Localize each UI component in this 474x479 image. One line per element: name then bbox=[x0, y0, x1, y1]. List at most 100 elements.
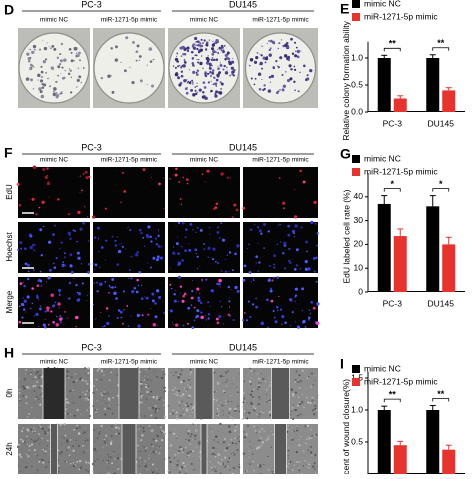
colony bbox=[176, 55, 178, 57]
image-dot bbox=[222, 382, 224, 384]
image-dot bbox=[215, 260, 217, 263]
image-dot bbox=[253, 409, 256, 412]
image-dot bbox=[172, 432, 176, 436]
image-dot bbox=[242, 430, 245, 433]
image-dot bbox=[24, 373, 26, 375]
image-dot bbox=[72, 462, 75, 464]
image-dot bbox=[304, 459, 306, 462]
image-dot bbox=[162, 177, 164, 179]
image-dot bbox=[153, 370, 156, 372]
image-dot bbox=[209, 306, 211, 308]
image-dot bbox=[79, 395, 82, 399]
image-dot bbox=[69, 390, 72, 393]
image-dot bbox=[87, 409, 89, 411]
image-dot bbox=[185, 408, 188, 411]
image-dot bbox=[102, 392, 106, 396]
image-dot bbox=[29, 245, 33, 250]
image-dot bbox=[33, 449, 36, 452]
fluorescence-image bbox=[18, 167, 90, 218]
image-dot bbox=[205, 319, 207, 321]
image-dot bbox=[94, 263, 98, 267]
image-dot bbox=[242, 428, 244, 430]
image-dot bbox=[284, 267, 287, 270]
colony bbox=[29, 67, 33, 71]
error-bar bbox=[445, 87, 452, 91]
image-dot bbox=[140, 414, 142, 416]
image-dot bbox=[114, 239, 117, 242]
image-dot bbox=[28, 462, 30, 464]
image-dot bbox=[69, 462, 72, 465]
image-dot bbox=[224, 456, 227, 459]
image-dot bbox=[32, 269, 35, 271]
image-dot bbox=[174, 387, 176, 389]
colony bbox=[218, 91, 223, 95]
legend-swatch bbox=[352, 168, 360, 176]
image-dot bbox=[260, 444, 263, 447]
image-dot bbox=[177, 459, 180, 462]
image-dot bbox=[298, 444, 301, 447]
image-dot bbox=[35, 396, 38, 399]
image-dot bbox=[155, 439, 158, 442]
colony bbox=[209, 70, 212, 74]
colony bbox=[208, 58, 211, 61]
colony bbox=[176, 52, 179, 55]
image-dot bbox=[106, 461, 109, 464]
image-dot bbox=[191, 326, 195, 330]
image-dot bbox=[177, 450, 180, 453]
image-dot bbox=[130, 315, 132, 317]
image-dot bbox=[173, 293, 176, 296]
legend-label: mimic NC bbox=[364, 0, 401, 8]
image-dot bbox=[72, 402, 75, 405]
colony bbox=[286, 78, 291, 83]
image-dot bbox=[67, 401, 70, 404]
image-dot bbox=[236, 437, 239, 440]
image-dot bbox=[314, 407, 317, 410]
colony bbox=[206, 59, 210, 63]
image-dot bbox=[155, 258, 159, 262]
image-dot bbox=[219, 286, 221, 288]
image-dot bbox=[32, 378, 34, 380]
image-dot bbox=[217, 461, 220, 464]
image-dot bbox=[190, 304, 193, 306]
image-dot bbox=[227, 313, 230, 316]
colony bbox=[192, 70, 196, 74]
image-dot bbox=[36, 380, 39, 383]
image-dot bbox=[95, 378, 98, 381]
colony bbox=[263, 84, 266, 87]
image-dot bbox=[233, 429, 236, 432]
image-dot bbox=[66, 442, 68, 444]
image-dot bbox=[213, 208, 216, 211]
image-dot bbox=[42, 461, 45, 464]
image-dot bbox=[163, 415, 167, 418]
image-dot bbox=[287, 259, 291, 263]
image-dot bbox=[194, 434, 197, 437]
image-dot bbox=[270, 287, 273, 290]
image-dot bbox=[225, 381, 227, 384]
image-dot bbox=[140, 231, 143, 235]
image-dot bbox=[307, 436, 309, 438]
colony bbox=[129, 66, 131, 69]
image-dot bbox=[222, 410, 224, 412]
image-dot bbox=[298, 439, 300, 441]
colony bbox=[257, 72, 262, 76]
image-dot bbox=[190, 452, 192, 454]
image-dot bbox=[154, 405, 157, 408]
colony bbox=[80, 81, 83, 84]
image-dot bbox=[197, 423, 199, 426]
image-dot bbox=[177, 252, 180, 255]
image-dot bbox=[294, 301, 296, 303]
image-dot bbox=[308, 463, 311, 466]
image-dot bbox=[180, 466, 184, 469]
image-dot bbox=[104, 399, 106, 401]
image-dot bbox=[85, 176, 89, 180]
image-dot bbox=[306, 376, 309, 379]
colony bbox=[210, 64, 212, 67]
colony bbox=[138, 59, 141, 62]
image-dot bbox=[117, 249, 122, 254]
image-dot bbox=[120, 243, 123, 245]
image-dot bbox=[33, 431, 35, 433]
image-dot bbox=[87, 240, 90, 242]
image-dot bbox=[188, 429, 191, 432]
image-dot bbox=[296, 425, 298, 427]
image-dot bbox=[131, 290, 135, 294]
